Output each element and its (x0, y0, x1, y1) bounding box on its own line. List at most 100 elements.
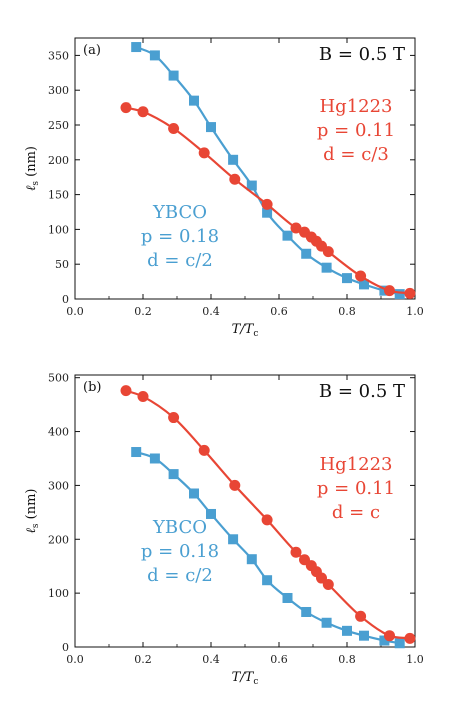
data-point-circle (137, 391, 149, 403)
data-point-square (206, 508, 216, 519)
data-point-circle (290, 546, 302, 558)
x-tick-label: 0.6 (270, 653, 288, 666)
data-point-circle (168, 412, 180, 424)
data-point-square (379, 635, 390, 646)
data-point-circle (322, 246, 334, 258)
x-tick-label: 0.0 (66, 305, 84, 318)
y-axis-label: ℓs (nm) (24, 488, 41, 533)
series-annotation-ybco: d = c/2 (147, 250, 213, 271)
data-point-square (246, 554, 257, 565)
y-tick-label: 50 (55, 258, 69, 271)
x-tick-label: 1.0 (406, 305, 424, 318)
chart-panel-b: 0.0 0.2 0.4 0.6 0.8 1.0 0 100 200 300 400 500 T/Tc ℓs… (24, 372, 424, 687)
data-point-square (168, 70, 179, 81)
data-point-circle (384, 630, 395, 642)
x-tick-label: 1.0 (406, 653, 424, 666)
series-annotation-hg1223: d = c/3 (323, 144, 389, 165)
data-point-circle (355, 270, 367, 282)
data-point-circle (404, 287, 416, 299)
y-tick-label: 100 (48, 223, 69, 236)
series-ybco: YBCO p = 0.18 d = c/2 (131, 42, 405, 300)
series-annotation-ybco: p = 0.18 (141, 541, 219, 562)
series-annotation-ybco: YBCO (152, 517, 207, 538)
y-tick-label: 150 (48, 189, 69, 202)
data-point-square (246, 180, 257, 191)
data-point-square (131, 42, 142, 53)
data-point-circle (322, 579, 334, 591)
data-point-square (189, 95, 199, 106)
x-tick-label: 0.8 (338, 305, 356, 318)
data-point-square (342, 273, 352, 284)
y-axis-label: ℓs (nm) (24, 146, 41, 191)
y-tick-label: 200 (48, 154, 69, 167)
x-axis-label: T/Tc (232, 322, 259, 339)
data-point-square (168, 469, 179, 480)
data-point-circle (355, 610, 367, 622)
data-point-square (282, 230, 293, 241)
x-tick-label: 0.4 (202, 305, 220, 318)
y-tick-label: 400 (48, 426, 69, 439)
data-point-circle (120, 102, 132, 114)
data-point-square (282, 592, 293, 603)
data-point-square (342, 625, 352, 636)
y-tick-label: 250 (48, 119, 69, 132)
data-point-square (206, 122, 216, 133)
data-point-square (131, 447, 142, 458)
y-tick-label: 300 (48, 479, 69, 492)
data-point-circle (290, 222, 302, 234)
data-point-circle (229, 479, 241, 491)
data-point-square (228, 534, 239, 545)
series-annotation-hg1223: p = 0.11 (317, 120, 395, 141)
y-tick-label: 300 (48, 84, 69, 97)
data-point-square (321, 617, 332, 628)
data-point-square (301, 606, 312, 617)
y-tick-label: 200 (48, 533, 69, 546)
x-tick-label: 0.8 (338, 653, 356, 666)
series-annotation-ybco: d = c/2 (147, 565, 213, 586)
x-tick-label: 0.4 (202, 653, 220, 666)
x-tick-label: 0.2 (134, 653, 152, 666)
data-point-square (359, 630, 369, 641)
series-annotation-hg1223: d = c (332, 502, 380, 523)
data-point-circle (404, 632, 416, 644)
data-point-circle (384, 285, 395, 297)
data-point-circle (137, 106, 149, 118)
series-ybco: YBCO p = 0.18 d = c/2 (131, 447, 405, 649)
field-label: B = 0.5 T (319, 44, 405, 65)
y-tick-label: 100 (48, 587, 69, 600)
data-point-square (262, 575, 273, 586)
series-annotation-hg1223: Hg1223 (319, 454, 392, 475)
plot-frame (74, 37, 416, 300)
field-label: B = 0.5 T (319, 381, 405, 402)
x-tick-label: 0.6 (270, 305, 288, 318)
data-point-circle (198, 147, 210, 159)
data-point-circle (120, 385, 132, 397)
data-point-square (301, 248, 312, 259)
y-tick-label: 500 (48, 372, 69, 385)
y-tick-label: 0 (62, 641, 69, 654)
data-point-circle (229, 173, 241, 185)
data-point-circle (261, 514, 273, 526)
x-tick-label: 0.0 (66, 653, 84, 666)
data-point-square (321, 262, 332, 273)
data-point-square (394, 289, 405, 300)
data-point-square (189, 488, 199, 499)
series-hg1223: Hg1223 p = 0.11 d = c/3 (120, 96, 416, 299)
data-point-square (262, 207, 273, 218)
series-annotation-hg1223: Hg1223 (319, 96, 392, 117)
series-hg1223: Hg1223 p = 0.11 d = c (120, 385, 416, 644)
data-point-circle (198, 444, 210, 456)
y-tick-label: 0 (62, 293, 69, 306)
series-annotation-ybco: YBCO (152, 202, 207, 223)
x-axis-label: T/Tc (232, 670, 259, 687)
data-point-circle (261, 198, 273, 210)
data-point-square (394, 638, 405, 649)
data-point-square (228, 154, 239, 165)
panel-label: (a) (83, 43, 101, 58)
data-point-circle (168, 122, 180, 134)
chart-panel-a: 0.0 0.2 0.4 0.6 0.8 1.0 0 50 100 150 200 250 300 350 T… (24, 37, 424, 339)
x-tick-label: 0.2 (134, 305, 152, 318)
y-tick-label: 350 (48, 49, 69, 62)
data-point-square (149, 50, 160, 61)
panel-label: (b) (83, 380, 101, 395)
